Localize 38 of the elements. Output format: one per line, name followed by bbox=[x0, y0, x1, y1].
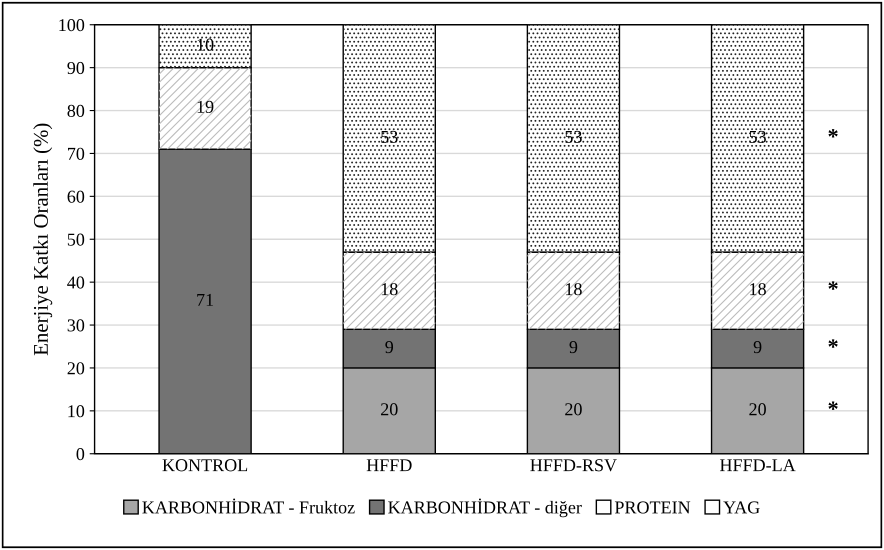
y-tick-label: 30 bbox=[68, 319, 84, 332]
data-label: 18 bbox=[382, 283, 398, 296]
y-tick-label: 80 bbox=[68, 104, 84, 117]
x-tick-label: KONTROL bbox=[162, 459, 248, 472]
y-tick-label: 40 bbox=[67, 276, 84, 289]
legend-label: YAG bbox=[723, 501, 760, 514]
data-label: 53 bbox=[750, 130, 766, 143]
data-label: 9 bbox=[569, 341, 578, 354]
x-tick-label: HFFD-LA bbox=[720, 459, 796, 472]
legend-label: PROTEIN bbox=[614, 501, 690, 514]
annotation: * bbox=[828, 281, 838, 290]
data-label: 53 bbox=[565, 130, 582, 143]
data-label: 53 bbox=[381, 130, 398, 143]
annotation: * bbox=[828, 129, 838, 138]
annotation: * bbox=[828, 339, 838, 348]
y-tick-label: 50 bbox=[68, 234, 84, 246]
data-label: 20 bbox=[749, 403, 766, 416]
y-tick-label: 70 bbox=[68, 148, 84, 160]
y-tick-label: 0 bbox=[76, 448, 84, 460]
y-tick-label: 20 bbox=[68, 362, 84, 374]
data-label: 20 bbox=[381, 403, 398, 416]
y-tick-label: 90 bbox=[67, 62, 84, 74]
data-label: 18 bbox=[566, 283, 582, 296]
x-tick-label: HFFD-RSV bbox=[530, 459, 617, 472]
x-tick-label: HFFD bbox=[366, 459, 412, 472]
data-label: 19 bbox=[198, 100, 214, 113]
legend-label: KARBONHİDRAT - Fruktoz bbox=[142, 498, 355, 514]
data-label: 20 bbox=[565, 403, 582, 416]
legend-label: KARBONHİDRAT - diğer bbox=[388, 498, 582, 518]
y-tick-label: 60 bbox=[68, 190, 84, 203]
data-label: 9 bbox=[754, 341, 762, 354]
annotation: * bbox=[828, 402, 838, 410]
y-axis-title: Enerjiye Katkı Oranları (%) bbox=[33, 124, 52, 356]
data-label: 71 bbox=[197, 294, 214, 306]
data-label: 18 bbox=[750, 283, 766, 296]
data-label: 9 bbox=[385, 341, 394, 354]
y-tick-label: 10 bbox=[68, 405, 84, 418]
y-tick-label: 100 bbox=[59, 19, 84, 32]
